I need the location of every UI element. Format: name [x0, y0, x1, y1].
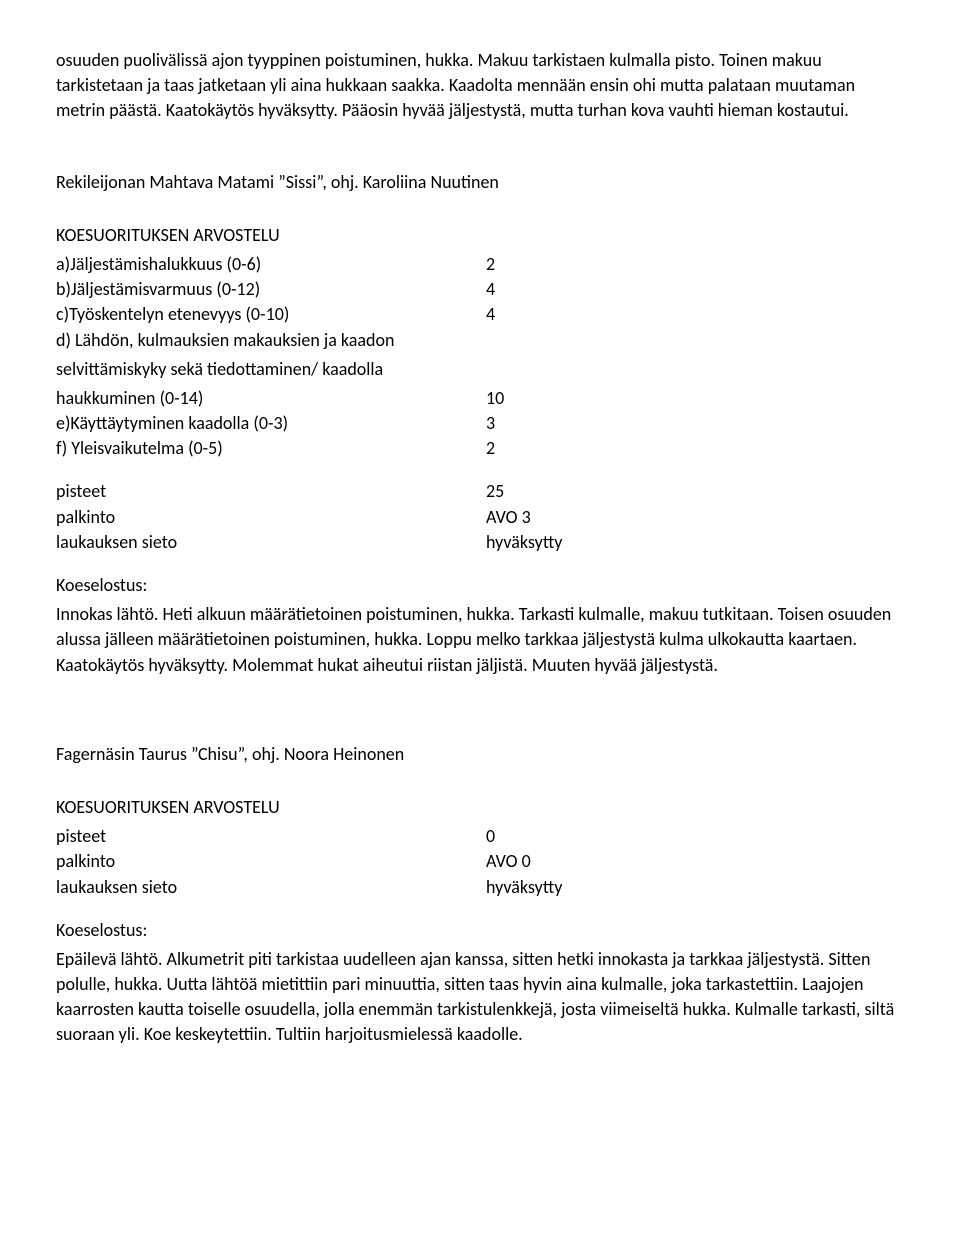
intro-block: osuuden puolivälissä ajon tyyppinen pois… — [56, 48, 904, 124]
summary-value: AVO 0 — [486, 849, 531, 874]
koeselostus-label: Koeselostus: — [56, 573, 904, 598]
score-row: b)Jäljestämisvarmuus (0-12) 4 — [56, 277, 904, 302]
intro-text: osuuden puolivälissä ajon tyyppinen pois… — [56, 48, 904, 124]
summary-row: pisteet 25 — [56, 479, 904, 504]
summary-value: 0 — [486, 824, 495, 849]
summary-value: AVO 3 — [486, 505, 531, 530]
score-value: 4 — [486, 302, 495, 327]
score-label: haukkuminen (0-14) — [56, 386, 486, 411]
scores-heading: KOESUORITUKSEN ARVOSTELU — [56, 795, 904, 820]
score-label: a)Jäljestämishalukkuus (0-6) — [56, 252, 486, 277]
summary-label: laukauksen sieto — [56, 875, 486, 900]
score-value: 4 — [486, 277, 495, 302]
score-value: 3 — [486, 411, 495, 436]
entry-2: Fagernäsin Taurus ”Chisu”, ohj. Noora He… — [56, 742, 904, 1048]
koeselostus-label: Koeselostus: — [56, 918, 904, 943]
score-value: 2 — [486, 436, 495, 461]
score-label: e)Käyttäytyminen kaadolla (0-3) — [56, 411, 486, 436]
score-row: c)Työskentelyn etenevyys (0-10) 4 — [56, 302, 904, 327]
summary-row: laukauksen sieto hyväksytty — [56, 530, 904, 555]
score-label: b)Jäljestämisvarmuus (0-12) — [56, 277, 486, 302]
summary-label: laukauksen sieto — [56, 530, 486, 555]
score-row: e)Käyttäytyminen kaadolla (0-3) 3 — [56, 411, 904, 436]
score-value: 10 — [486, 386, 504, 411]
summary-value: hyväksytty — [486, 530, 562, 555]
entry-title: Fagernäsin Taurus ”Chisu”, ohj. Noora He… — [56, 742, 904, 767]
score-row: haukkuminen (0-14) 10 — [56, 386, 904, 411]
koeselostus-text: Epäilevä lähtö. Alkumetrit piti tarkista… — [56, 947, 904, 1048]
koeselostus-text: Innokas lähtö. Heti alkuun määrätietoine… — [56, 602, 904, 678]
entry-title: Rekileijonan Mahtava Matami ”Sissi”, ohj… — [56, 170, 904, 195]
score-value: 2 — [486, 252, 495, 277]
score-label: f) Yleisvaikutelma (0-5) — [56, 436, 486, 461]
summary-value: hyväksytty — [486, 875, 562, 900]
summary-label: pisteet — [56, 824, 486, 849]
criterion-d-line2: selvittämiskyky sekä tiedottaminen/ kaad… — [56, 357, 904, 382]
scores-heading: KOESUORITUKSEN ARVOSTELU — [56, 223, 904, 248]
summary-row: palkinto AVO 3 — [56, 505, 904, 530]
score-row: f) Yleisvaikutelma (0-5) 2 — [56, 436, 904, 461]
criterion-d-line1: d) Lähdön, kulmauksien makauksien ja kaa… — [56, 328, 904, 353]
score-label: c)Työskentelyn etenevyys (0-10) — [56, 302, 486, 327]
summary-label: palkinto — [56, 849, 486, 874]
summary-row: palkinto AVO 0 — [56, 849, 904, 874]
summary-label: palkinto — [56, 505, 486, 530]
summary-row: laukauksen sieto hyväksytty — [56, 875, 904, 900]
entry-1: Rekileijonan Mahtava Matami ”Sissi”, ohj… — [56, 170, 904, 678]
summary-label: pisteet — [56, 479, 486, 504]
summary-value: 25 — [486, 479, 504, 504]
summary-row: pisteet 0 — [56, 824, 904, 849]
score-row: a)Jäljestämishalukkuus (0-6) 2 — [56, 252, 904, 277]
